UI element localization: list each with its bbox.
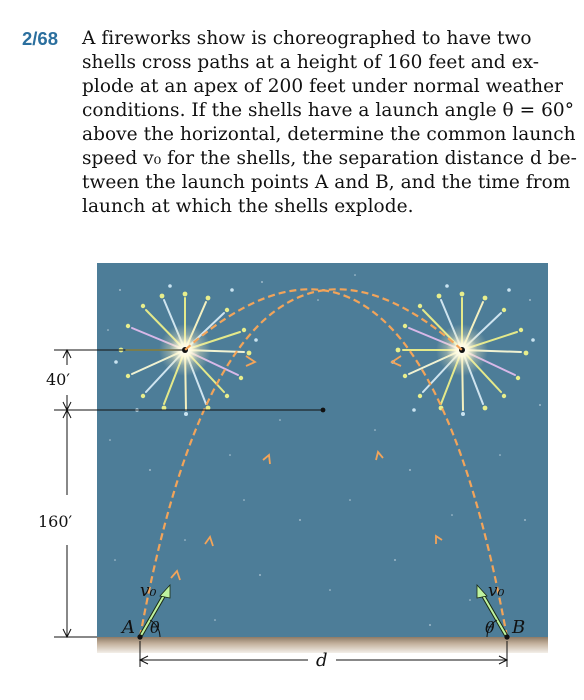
dimension-40ft-label: 40′ (46, 370, 70, 389)
left-angle-arc (149, 619, 161, 638)
label-B: B (511, 617, 525, 638)
label-A: A (120, 617, 135, 638)
problem-number: 2/68 (22, 28, 59, 49)
dimension-arrowheads (62, 348, 72, 639)
problem-line-2: shells cross paths at a height of 160 fe… (82, 52, 540, 73)
velocity-vectors (138, 583, 509, 639)
problem-line-4: conditions. If the shells have a launch … (82, 100, 575, 121)
dimension-160ft-label: 160′ (38, 512, 73, 531)
problem-line-8: launch at which the shells explode. (82, 196, 414, 217)
theta-left-label: θ (150, 618, 160, 637)
height-dimensions (54, 349, 323, 638)
problem-line-1: A fireworks show is choreographed to hav… (82, 28, 532, 49)
problem-line-6: speed v₀ for the shells, the separation … (82, 148, 577, 169)
left-trajectory (138, 288, 463, 638)
ground (97, 637, 548, 653)
trajectory-arrows (170, 355, 443, 581)
problem-line-7: tween the launch points A and B, and the… (82, 172, 571, 193)
point-B (504, 634, 510, 640)
stars (107, 274, 541, 626)
problem-line-5: above the horizontal, determine the comm… (82, 124, 576, 145)
v0-right-label: v₀ (488, 581, 505, 601)
right-trajectory (184, 288, 509, 638)
theta-right-label: θ (485, 618, 495, 637)
point-A (137, 634, 143, 640)
right-angle-arc (486, 619, 498, 638)
sky-background (97, 263, 548, 638)
d-label: d (316, 650, 328, 671)
d-dimension (138, 641, 509, 667)
problem-line-3: plode at an apex of 200 feet under norma… (82, 76, 564, 97)
v0-left-label: v₀ (140, 581, 157, 601)
